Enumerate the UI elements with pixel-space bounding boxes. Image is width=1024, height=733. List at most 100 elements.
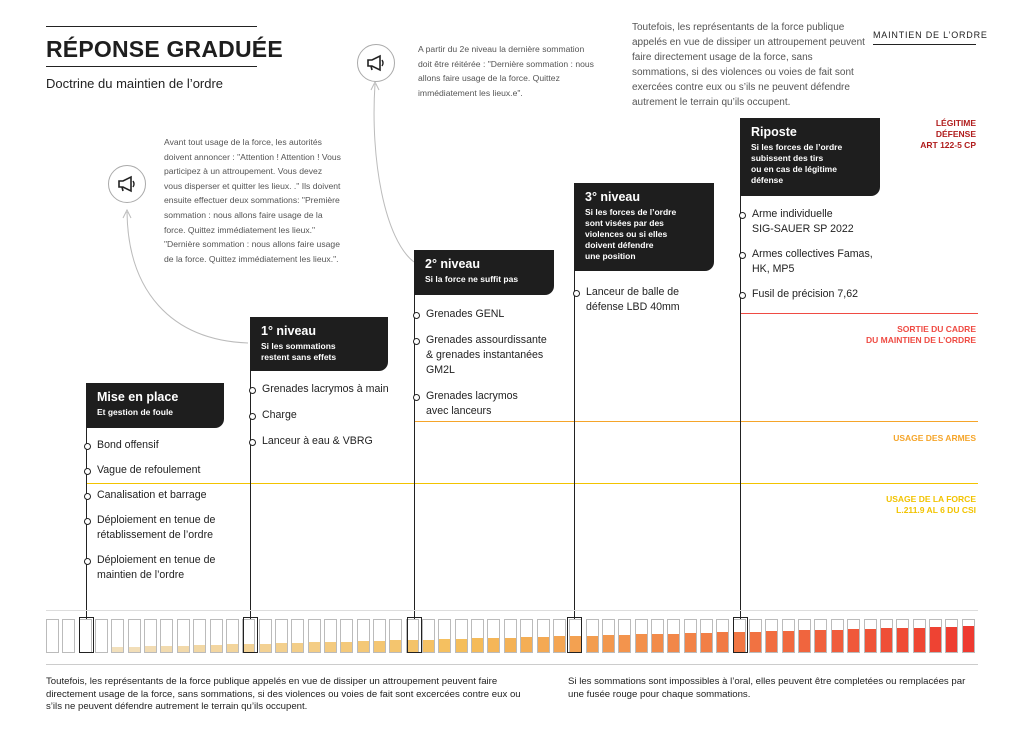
brand-rule: [873, 44, 976, 45]
gauge-cell-fill: [390, 640, 402, 652]
gauge-cell-fill: [472, 638, 484, 652]
gauge-cell: [830, 619, 844, 653]
level-subtitle: Si les forces de l’ordre subissent des t…: [751, 142, 843, 185]
gauge-cell: [863, 619, 877, 653]
megaphone-icon: [108, 165, 146, 203]
zone-label-outside-framework: SORTIE DU CADRE DU MAINTIEN DE L’ORDRE: [865, 324, 976, 345]
gauge-cell: [552, 619, 566, 653]
gauge-level-marker: [567, 617, 582, 653]
zone-label-force-use: USAGE DE LA FORCE L.211.9 AL 6 DU CSI: [886, 494, 976, 515]
gauge-cell-fill: [897, 628, 909, 652]
gauge-cell-fill: [488, 638, 500, 652]
gauge-level-marker: [733, 617, 748, 653]
gauge-cell-fill: [423, 639, 435, 652]
gauge-cell: [356, 619, 370, 653]
gauge-cell-fill: [259, 643, 271, 652]
list-item: Grenades GENL: [413, 307, 576, 322]
gauge-cell-fill: [586, 635, 598, 652]
gauge-cell-fill: [701, 632, 713, 652]
gauge-cell-fill: [226, 644, 238, 652]
zone-label-legitimate-defense: LÉGITIME DÉFENSE ART 122-5 CP: [920, 118, 976, 150]
gauge-cell-fill: [553, 636, 565, 652]
gauge-cell-fill: [635, 634, 647, 652]
list-item: Armes collectives Famas, HK, MP5: [739, 247, 902, 277]
gauge-cell-fill: [619, 634, 631, 652]
list-item: Déploiement en tenue de rétablissement d…: [84, 513, 247, 543]
list-item: Grenades assourdissante & grenades insta…: [413, 333, 576, 378]
list-item: Vague de refoulement: [84, 463, 247, 478]
gauge-cell: [487, 619, 501, 653]
gauge-cell: [193, 619, 207, 653]
level-subtitle: Si la force ne suffit pas: [425, 274, 519, 284]
gauge-cell: [912, 619, 926, 653]
gauge-cell: [601, 619, 615, 653]
gauge-cell-fill: [194, 645, 206, 652]
note-arrow-2-head: [370, 80, 380, 91]
gauge-cell-fill: [161, 646, 173, 652]
title-top-rule: [46, 26, 257, 27]
gauge-cell-fill: [128, 646, 140, 652]
gauge-cell: [896, 619, 910, 653]
gauge-cell: [422, 619, 436, 653]
gauge-cell-fill: [848, 629, 860, 652]
gauge-level-marker: [79, 617, 94, 653]
gauge-cell: [438, 619, 452, 653]
level-line-setup: [86, 390, 87, 622]
gauge-cell: [373, 619, 387, 653]
gauge-cell-fill: [324, 642, 336, 652]
gauge-cell-fill: [292, 642, 304, 652]
gauge-cell-fill: [717, 632, 729, 652]
gauge-cell: [46, 619, 59, 653]
gauge-cell-fill: [880, 628, 892, 652]
gauge-cell: [454, 619, 468, 653]
zone-line-force: [86, 483, 978, 484]
gauge-cell-fill: [243, 644, 255, 652]
gauge-cell: [520, 619, 534, 653]
gauge-cell-fill: [308, 642, 320, 652]
gauge-cell: [127, 619, 141, 653]
gauge-cell-fill: [799, 630, 811, 652]
second-level-note: A partir du 2e niveau la dernière sommat…: [418, 44, 594, 98]
list-item: Bond offensif: [84, 438, 247, 453]
gauge-cell-fill: [782, 630, 794, 652]
gauge-cell: [176, 619, 190, 653]
gauge-cell: [144, 619, 158, 653]
list-item: Déploiement en tenue de maintien de l’or…: [84, 553, 247, 583]
level-items-2: Grenades GENL Grenades assourdissante & …: [413, 307, 576, 419]
list-item: Grenades lacrymos avec lanceurs: [413, 389, 576, 419]
gauge-cell-fill: [946, 626, 958, 652]
gauge-cell-fill: [112, 647, 124, 652]
level-subtitle: Si les forces de l’ordre sont visées par…: [585, 207, 677, 261]
intro-note: Toutefois, les représentants de la force…: [632, 22, 865, 108]
gauge-cell: [471, 619, 485, 653]
gauge-cell-fill: [177, 645, 189, 652]
gauge-cell-fill: [815, 630, 827, 652]
gauge-cell: [274, 619, 288, 653]
level-items-3: Lanceur de balle de défense LBD 40mm: [573, 285, 736, 315]
intensity-gauge: [46, 617, 978, 655]
level-title: Mise en place: [97, 390, 179, 404]
note-arrow-1: [126, 211, 249, 344]
level-subtitle: Et gestion de foule: [97, 407, 174, 417]
level-line-3: [574, 183, 575, 622]
gauge-cell-fill: [684, 633, 696, 652]
gauge-cell: [683, 619, 697, 653]
gauge-cell: [634, 619, 648, 653]
gauge-cell-fill: [962, 626, 974, 652]
level-title: 1° niveau: [261, 324, 317, 338]
gauge-cell-fill: [750, 631, 762, 652]
gauge-cell-fill: [602, 635, 614, 652]
level-tab-riposte: Riposte Si les forces de l’ordre subisse…: [740, 118, 880, 196]
footer-right-note: Si les sommations sont impossibles à l’o…: [568, 676, 966, 700]
gauge-cell: [225, 619, 239, 653]
level-tab-1: 1° niveau Si les sommations restent sans…: [250, 317, 388, 371]
level-subtitle: Si les sommations restent sans effets: [261, 341, 337, 362]
gauge-cell: [765, 619, 779, 653]
gauge-cell: [95, 619, 109, 653]
level-line-2: [414, 250, 415, 622]
gauge-cell: [847, 619, 861, 653]
gauge-cell: [389, 619, 403, 653]
gauge-cell: [242, 619, 256, 653]
gauge-cell-fill: [537, 636, 549, 652]
